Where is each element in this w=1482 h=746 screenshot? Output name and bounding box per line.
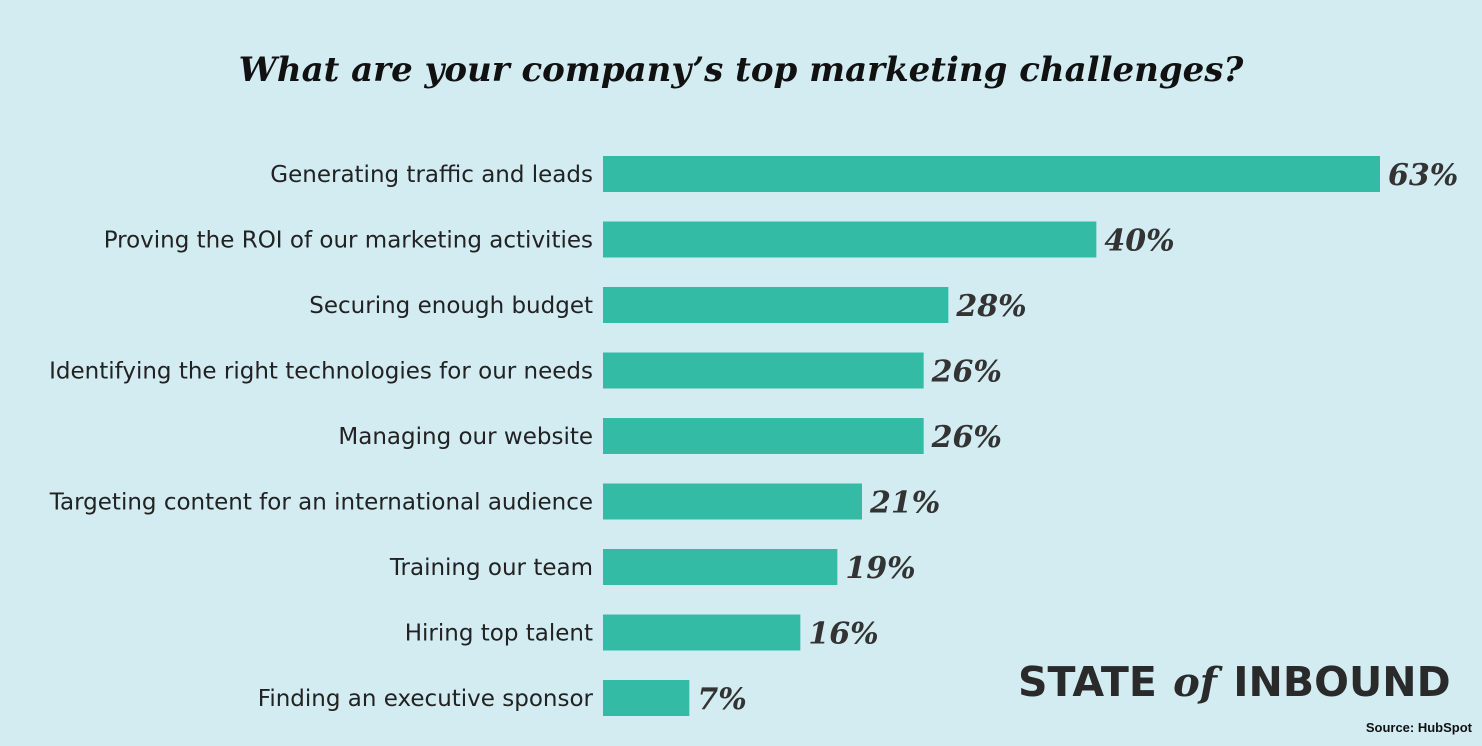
value-label: 40% <box>1104 224 1174 259</box>
category-label: Targeting content for an international a… <box>49 490 593 516</box>
category-label: Generating traffic and leads <box>270 162 593 188</box>
bar <box>603 352 924 389</box>
bar <box>603 418 924 454</box>
value-label: 26% <box>931 420 1002 455</box>
value-label: 7% <box>697 682 746 717</box>
bar <box>603 287 949 323</box>
category-label: Identifying the right technologies for o… <box>49 359 593 385</box>
bar <box>603 549 838 585</box>
bar <box>603 680 690 716</box>
category-label: Securing enough budget <box>309 293 593 319</box>
category-label: Training our team <box>389 555 593 581</box>
bar <box>603 221 1097 258</box>
value-label: 19% <box>845 551 915 586</box>
bar <box>603 483 862 520</box>
value-label: 21% <box>869 486 940 521</box>
logo-part-state: STATE <box>1018 658 1157 706</box>
category-label: Proving the ROI of our marketing activit… <box>104 228 593 254</box>
state-of-inbound-logo: STATE of INBOUND <box>1018 658 1451 706</box>
source-note: Source: HubSpot <box>1365 720 1472 735</box>
chart-title: What are your company’s top marketing ch… <box>238 50 1244 90</box>
logo-part-inbound: INBOUND <box>1233 658 1451 706</box>
logo-part-of: of <box>1173 659 1218 706</box>
value-label: 28% <box>955 289 1026 324</box>
value-label: 26% <box>931 355 1002 390</box>
value-label: 63% <box>1388 158 1458 193</box>
bar <box>603 156 1380 192</box>
value-label: 16% <box>808 617 878 652</box>
category-label: Finding an executive sponsor <box>258 686 594 712</box>
category-label: Hiring top talent <box>405 621 593 647</box>
category-label: Managing our website <box>338 424 593 450</box>
bar <box>603 614 801 651</box>
